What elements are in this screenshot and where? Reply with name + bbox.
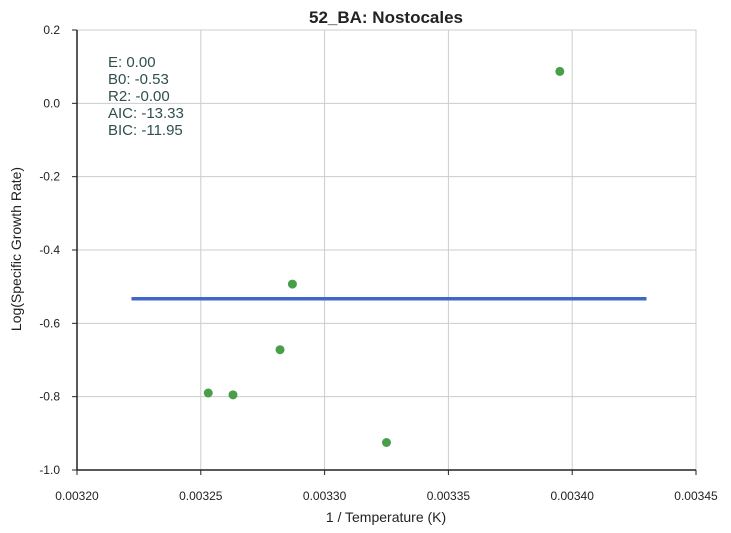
y-tick-label: -0.8 — [39, 390, 60, 404]
stats-line: AIC: -13.33 — [108, 105, 184, 122]
y-tick-label: 0.0 — [43, 96, 60, 110]
x-axis-label: 1 / Temperature (K) — [326, 509, 446, 525]
stats-line: R2: -0.00 — [108, 88, 170, 105]
stats-line: B0: -0.53 — [108, 71, 169, 88]
stats-line: E: 0.00 — [108, 54, 156, 71]
data-point — [275, 345, 285, 355]
x-tick-label: 0.00335 — [427, 489, 471, 503]
x-tick-label: 0.00330 — [303, 489, 347, 503]
x-tick-label: 0.00345 — [674, 489, 718, 503]
data-point — [203, 388, 213, 398]
y-tick-label: -0.4 — [39, 243, 60, 257]
data-point — [382, 438, 391, 447]
x-tick-label: 0.00325 — [179, 489, 223, 503]
y-tick-label: 0.2 — [43, 23, 60, 37]
data-point — [228, 390, 238, 400]
chart-title: 52_BA: Nostocales — [309, 8, 463, 27]
x-tick-label: 0.00320 — [55, 489, 99, 503]
y-tick-label: -0.6 — [39, 316, 60, 330]
points-group — [203, 66, 565, 447]
data-point — [287, 279, 297, 289]
x-tick-label: 0.00340 — [551, 489, 595, 503]
ticks: 0.00320 0.00325 0.00330 0.00335 0.00340 0.003… — [39, 23, 718, 503]
y-tick-label: -1.0 — [39, 463, 60, 477]
y-axis-label: Log(Specific Growth Rate) — [8, 167, 24, 331]
stats-line: BIC: -11.95 — [108, 122, 183, 139]
data-point — [555, 66, 565, 76]
y-tick-label: -0.2 — [39, 170, 60, 184]
